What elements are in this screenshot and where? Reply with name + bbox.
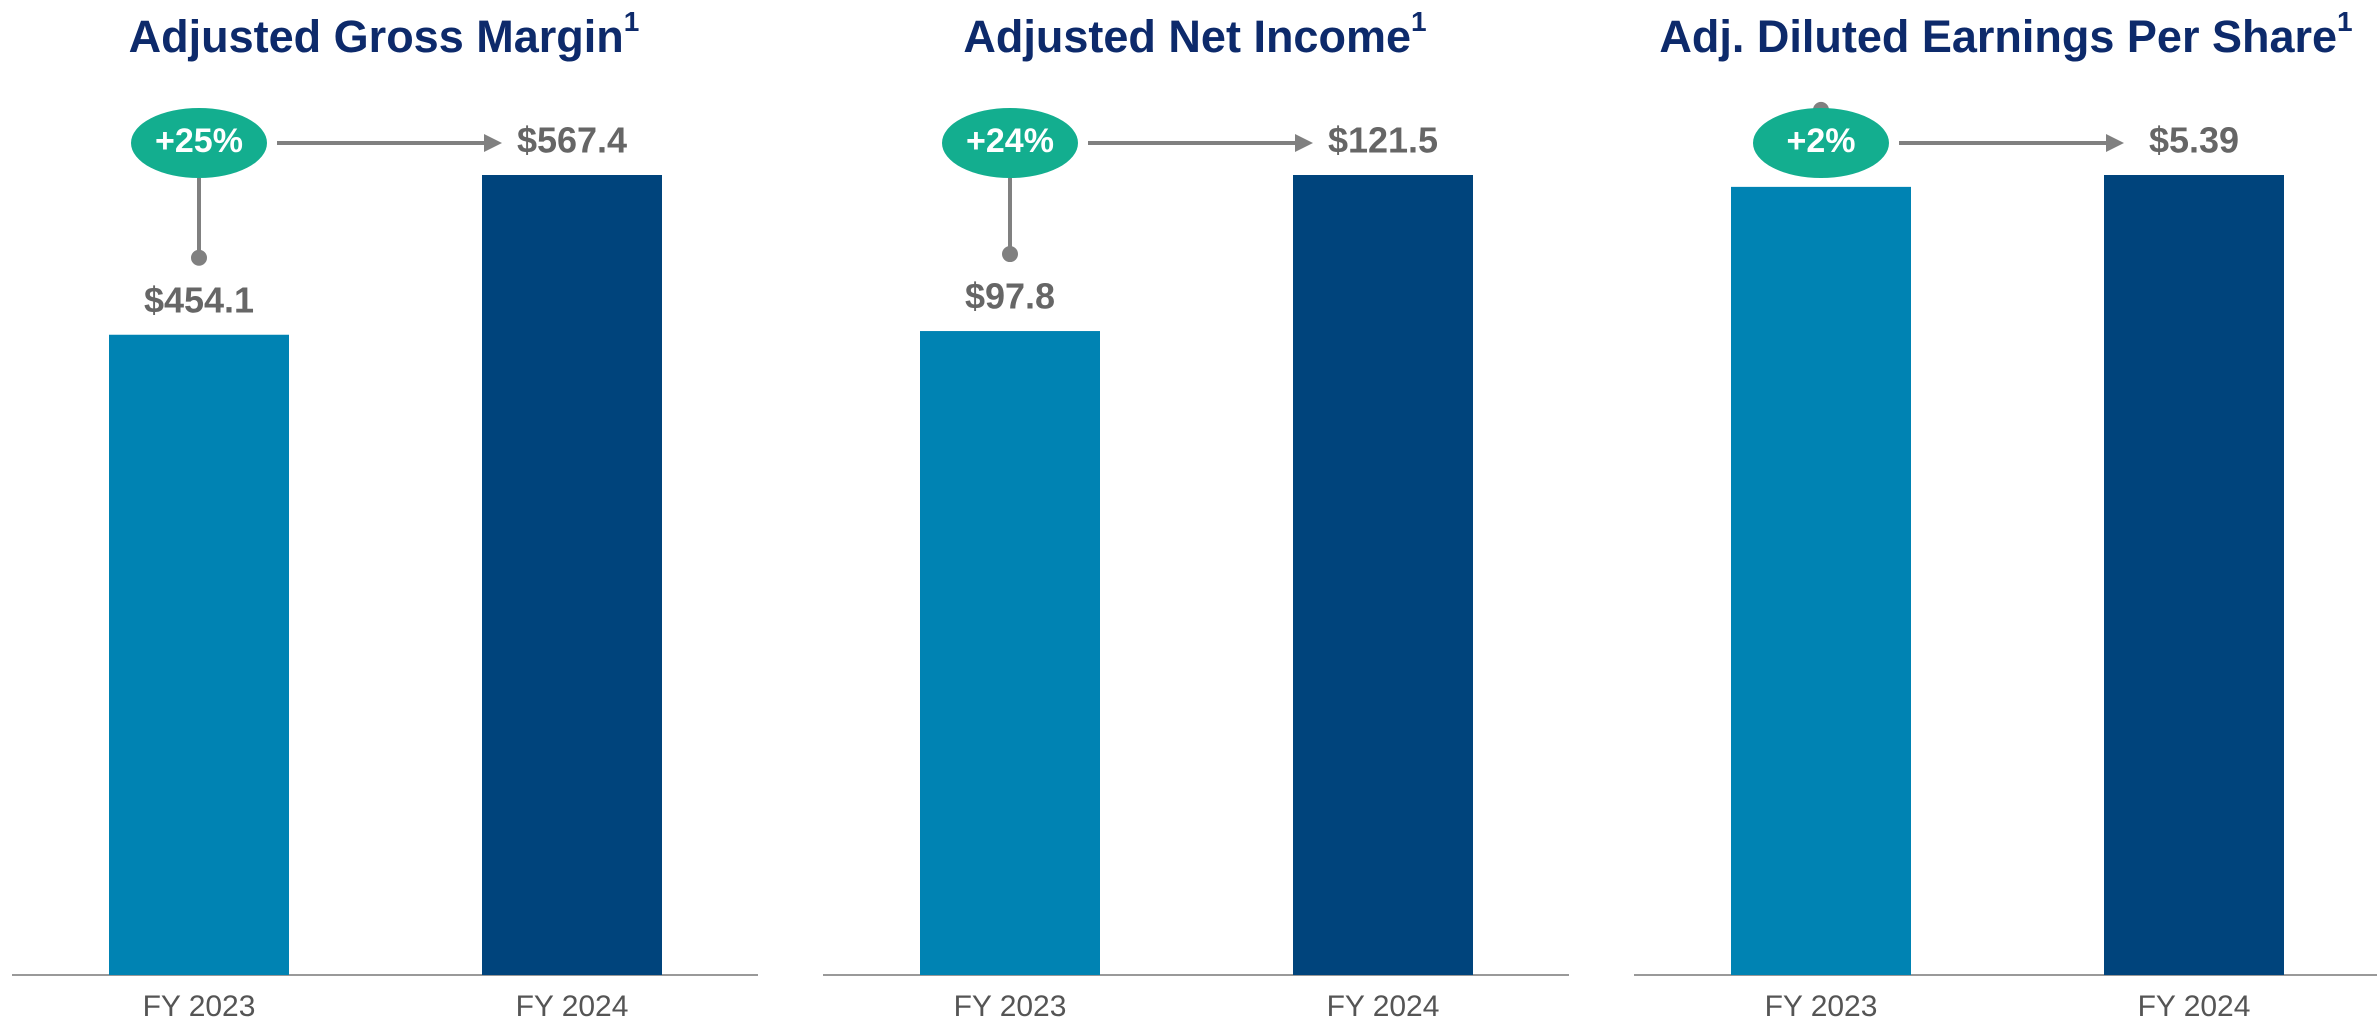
bar	[1731, 186, 1911, 975]
bar	[1293, 175, 1473, 975]
x-tick-label: FY 2024	[2138, 990, 2251, 1023]
change-label: +2%	[1787, 122, 1856, 160]
x-tick-label: FY 2024	[516, 990, 629, 1023]
change-pill	[131, 108, 267, 178]
bar	[482, 175, 662, 975]
arrow-head	[484, 134, 502, 152]
change-pill	[942, 108, 1078, 178]
chart-title: Adjusted Net Income1	[963, 6, 1426, 62]
change-label: +24%	[966, 122, 1054, 160]
value-label: $121.5	[1328, 120, 1438, 161]
chart: Adjusted Net Income1 $97.8 FY 2023 $121.5 FY…	[823, 6, 1569, 1023]
x-tick-label: FY 2023	[954, 990, 1067, 1023]
x-tick-label: FY 2024	[1327, 990, 1440, 1023]
change-pill	[1753, 108, 1889, 178]
change-label: +25%	[155, 122, 243, 160]
title-footnote: 1	[1411, 6, 1427, 37]
connector-dot	[191, 249, 207, 266]
value-label: $5.39	[2149, 120, 2239, 161]
title-footnote: 1	[2337, 6, 2353, 37]
bar	[109, 334, 289, 975]
chart: Adj. Diluted Earnings Per Share1$5.31FY …	[1634, 6, 2377, 1023]
value-label: $97.8	[965, 276, 1055, 317]
chart-title: Adjusted Gross Margin1	[129, 6, 640, 62]
chart-title: Adj. Diluted Earnings Per Share1	[1659, 6, 2352, 62]
x-tick-label: FY 2023	[1765, 990, 1878, 1023]
title-text: Adj. Diluted Earnings Per Share	[1659, 11, 2337, 62]
value-label: $454.1	[144, 279, 254, 320]
arrow-head	[1295, 134, 1313, 152]
bar	[920, 331, 1100, 975]
value-label: $567.4	[517, 120, 627, 161]
title-text: Adjusted Net Income	[963, 11, 1411, 62]
bar	[2104, 175, 2284, 975]
title-footnote: 1	[624, 6, 640, 37]
x-tick-label: FY 2023	[143, 990, 256, 1023]
chart: Adjusted Gross Margin1 $454.1 FY 2023 $567.…	[12, 6, 758, 1023]
connector-dot	[1002, 246, 1018, 263]
title-text: Adjusted Gross Margin	[129, 11, 624, 62]
arrow-head	[2106, 134, 2124, 152]
